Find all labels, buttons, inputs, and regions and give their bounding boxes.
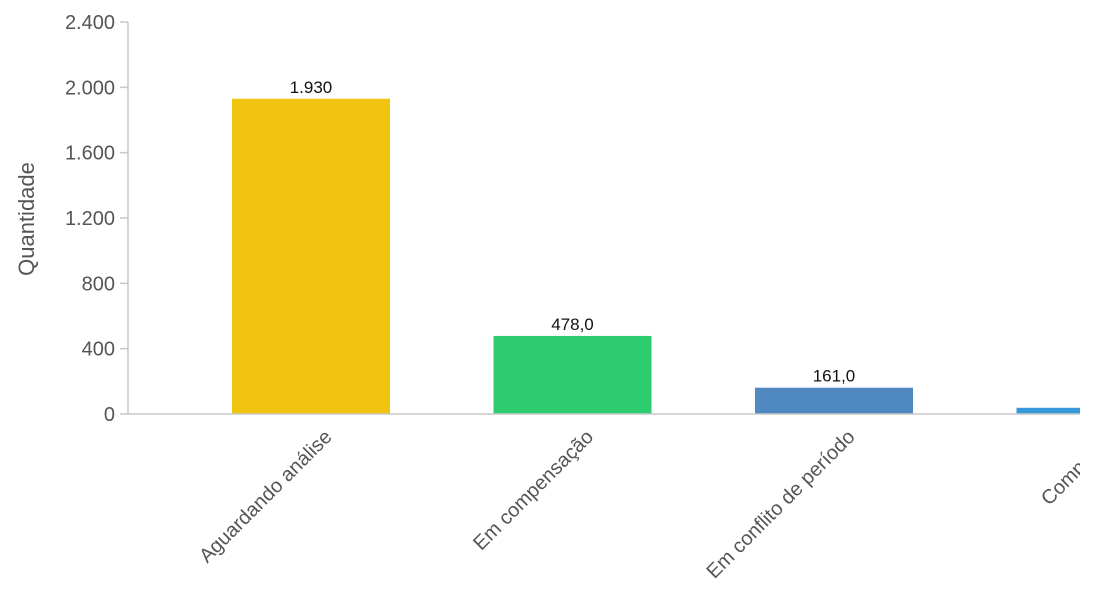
y-tick-label: 2.000 xyxy=(65,77,115,99)
x-tick-label: Compensa xyxy=(1037,425,1093,510)
bar xyxy=(494,336,652,414)
y-axis: 0 400 800 1.200 1.600 2.000 2.400 xyxy=(65,12,128,426)
data-label: 161,0 xyxy=(813,367,856,386)
y-tick-label: 2.400 xyxy=(65,12,115,34)
bar xyxy=(232,99,390,414)
y-tick-label: 1.200 xyxy=(65,208,115,230)
data-label: 478,0 xyxy=(551,315,594,334)
bar xyxy=(755,388,913,414)
y-axis-title: Quantidade xyxy=(14,162,39,276)
x-tick-label: Em compensação xyxy=(469,426,598,555)
x-tick-label: Em conflito de período xyxy=(702,426,859,583)
y-tick-label: 400 xyxy=(82,339,115,361)
data-label: 1.930 xyxy=(290,78,333,97)
x-tick-label: Aguardando análise xyxy=(195,426,336,567)
bar xyxy=(1017,408,1093,414)
x-axis-labels: Aguardando análise Em compensação Em confl… xyxy=(195,425,1093,583)
y-tick-label: 800 xyxy=(82,273,115,295)
bars xyxy=(232,99,1093,414)
y-tick-label: 0 xyxy=(104,404,115,426)
y-tick-label: 1.600 xyxy=(65,143,115,165)
